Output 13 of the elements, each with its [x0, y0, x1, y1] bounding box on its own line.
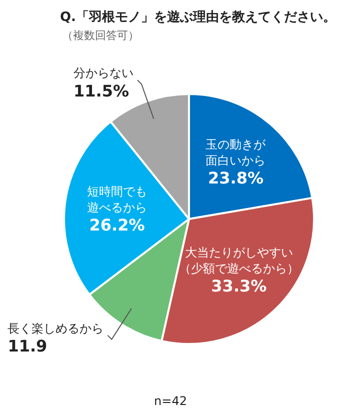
slice-label: 短時間でも遊べるから: [87, 184, 148, 214]
slice-label: 玉の動きが面白いから: [206, 138, 267, 168]
data-label: 11.5%: [74, 81, 130, 100]
data-label: 23.8%: [208, 168, 264, 188]
slice-label: 大当たりがしやすい（少額で遊べるから）: [178, 246, 299, 276]
data-label: 26.2%: [89, 215, 145, 234]
text: n=42: [153, 394, 188, 408]
data-label: 33.3%: [211, 276, 267, 296]
chart-title: Q.「羽根モノ」を遊ぶ理由を教えてください。: [60, 9, 336, 26]
data-label: 11.9: [8, 336, 48, 356]
chart-subtitle: （複数回答可）: [62, 28, 139, 43]
slice-label: 分からない: [74, 66, 134, 80]
slice-label: 長く楽しめるから: [8, 321, 104, 336]
